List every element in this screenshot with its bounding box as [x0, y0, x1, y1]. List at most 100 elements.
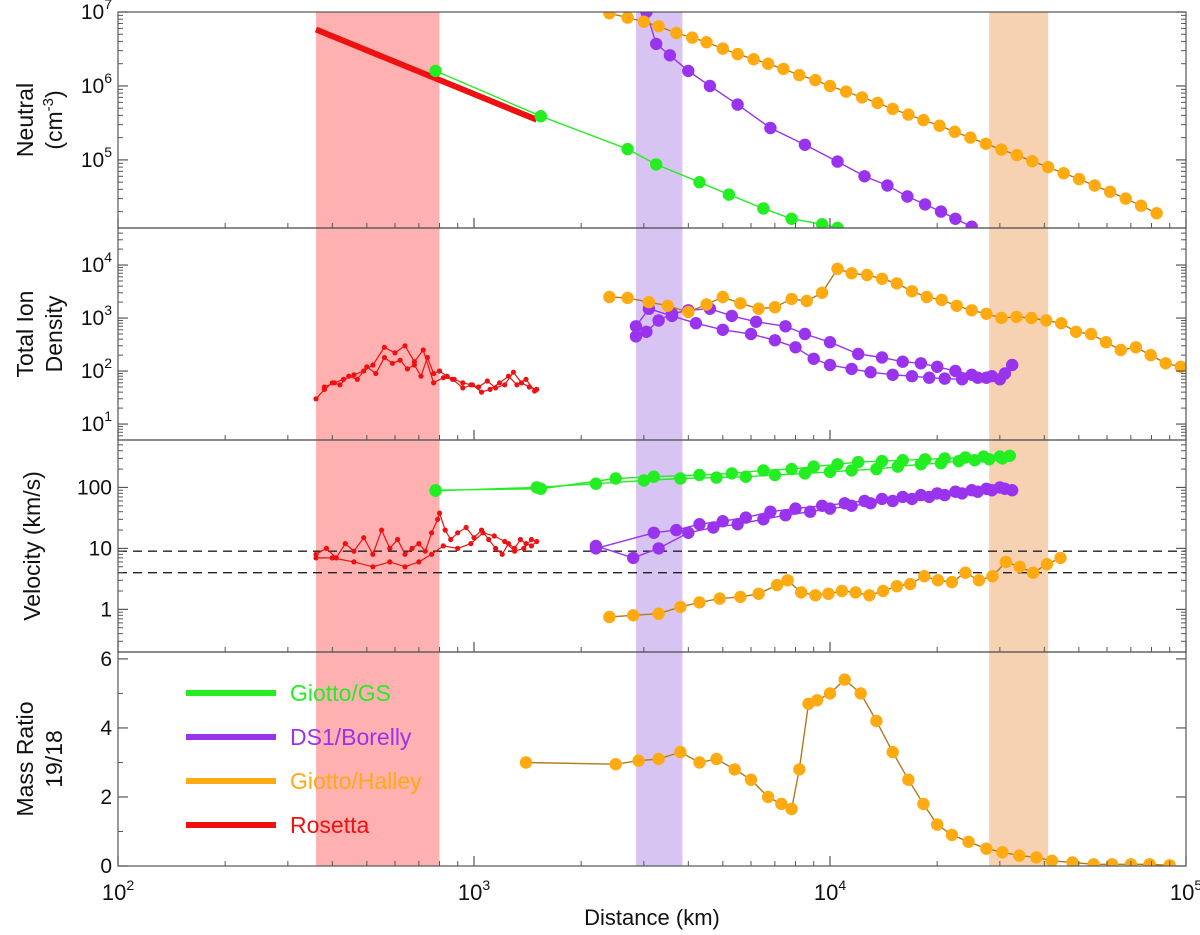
- mass-giotto-halley-point: [609, 758, 622, 771]
- velocity-rosetta-point: [448, 536, 454, 543]
- ion-rosetta-point: [476, 384, 482, 390]
- ion-rosetta-point: [337, 382, 343, 388]
- velocity-rosetta-point: [493, 545, 499, 552]
- ion-rosetta-point: [346, 373, 352, 379]
- neutral-giotto-gs-point: [650, 158, 663, 171]
- velocity-rosetta-point: [468, 541, 474, 547]
- ion-rosetta-point: [514, 382, 520, 388]
- neutral-ds1-borelly-point: [918, 198, 932, 211]
- neutral-giotto-gs-point: [429, 64, 442, 78]
- mass-giotto-halley-point: [761, 790, 775, 804]
- neutral-giotto-halley-point: [902, 108, 915, 121]
- ion-giotto-halley-point: [1010, 310, 1023, 324]
- velocity-giotto-gs-point: [934, 457, 948, 470]
- neutral-giotto-halley-point: [1026, 155, 1039, 168]
- velocity-rosetta-point: [528, 543, 535, 549]
- velocity-giotto-gs-point: [891, 460, 904, 473]
- neutral-giotto-gs-point: [534, 110, 547, 123]
- velocity-giotto-gs-point: [739, 470, 752, 483]
- ion-rosetta-point: [497, 380, 503, 386]
- velocity-giotto-gs-point: [429, 484, 442, 497]
- velocity-rosetta-point: [387, 545, 393, 552]
- ion-ds1-borelly-point: [852, 347, 865, 361]
- velocity-giotto-halley-point: [674, 600, 687, 614]
- velocity-rosetta-point: [379, 527, 385, 533]
- velocity-ds1-borelly-point: [985, 484, 999, 497]
- velocity-giotto-halley-point: [918, 570, 931, 583]
- velocity-ds1-borelly-point: [938, 488, 951, 502]
- borelly-region-band: [635, 12, 683, 866]
- velocity-ds1-borelly-point: [779, 509, 792, 522]
- velocity-rosetta-point: [534, 538, 540, 545]
- velocity-ds1-borelly-point: [905, 492, 919, 506]
- legend-label: DS1/Borelly: [290, 724, 412, 750]
- ion-rosetta-point: [381, 354, 387, 361]
- velocity-giotto-gs-point: [647, 470, 660, 483]
- ion-rosetta-point: [431, 370, 437, 377]
- mass-giotto-halley-point: [728, 763, 741, 776]
- velocity-giotto-halley-point: [904, 577, 917, 591]
- velocity-ds1-borelly-point: [627, 551, 640, 565]
- velocity-rosetta-point: [440, 543, 446, 549]
- ion-giotto-halley-point: [905, 285, 919, 298]
- velocity-rosetta-point: [435, 516, 441, 522]
- ion-rosetta-point: [370, 362, 376, 368]
- velocity-giotto-halley-point: [752, 587, 765, 600]
- ion-rosetta-point: [373, 370, 379, 377]
- velocity-giotto-halley-point: [770, 578, 784, 592]
- velocity-giotto-gs-point: [757, 464, 770, 477]
- ion-ds1-borelly-point: [689, 317, 703, 330]
- ion-rosetta-point: [397, 357, 403, 363]
- ion-y-tick-label: 103: [81, 302, 112, 330]
- ion-giotto-halley-point: [785, 292, 798, 306]
- velocity-rosetta-point: [370, 564, 376, 570]
- neutral-ds1-borelly-point: [798, 138, 812, 151]
- velocity-giotto-gs-point: [845, 464, 858, 477]
- ion-ds1-borelly-point: [629, 320, 643, 333]
- ion-giotto-halley-point: [875, 272, 889, 285]
- neutral-ds1-borelly-point: [703, 79, 717, 93]
- velocity-ylabel: Velocity (km/s): [19, 471, 45, 621]
- ion-rosetta-point: [351, 372, 357, 378]
- neutral-giotto-halley-point: [871, 96, 884, 110]
- velocity-giotto-gs-point: [785, 462, 798, 476]
- ion-rosetta-point: [420, 347, 426, 353]
- neutral-giotto-halley-point: [855, 91, 869, 104]
- velocity-giotto-gs-point: [609, 472, 622, 485]
- mass-giotto-halley-point: [1045, 854, 1059, 866]
- velocity-giotto-halley-point: [1040, 558, 1054, 571]
- velocity-ds1-borelly-point: [757, 513, 770, 526]
- velocity-giotto-halley-point: [822, 587, 835, 600]
- velocity-giotto-halley-point: [972, 574, 986, 587]
- neutral-giotto-gs-point: [785, 212, 798, 225]
- ion-rosetta-point: [449, 376, 456, 382]
- ion-ds1-borelly-point: [749, 315, 763, 328]
- velocity-rosetta-point: [416, 541, 422, 547]
- ion-y-tick-label: 102: [81, 355, 112, 383]
- velocity-ds1-borelly-point: [647, 526, 660, 539]
- ion-ds1-borelly-point: [845, 362, 858, 376]
- ion-rosetta-point: [493, 385, 499, 391]
- mass-giotto-halley-line: [525, 678, 1170, 866]
- x-tick-label: 105: [1170, 877, 1200, 905]
- ion-ds1-borelly-point: [823, 358, 837, 372]
- neutral-giotto-halley-point: [716, 42, 729, 55]
- velocity-y-tick-label: 10: [89, 537, 112, 560]
- mass-giotto-halley-point: [793, 763, 806, 776]
- velocity-rosetta-point: [442, 527, 448, 533]
- velocity-rosetta-point: [511, 548, 518, 554]
- mass-giotto-halley-point: [838, 673, 851, 686]
- velocity-rosetta-point: [436, 510, 443, 516]
- neutral-giotto-halley-point: [670, 26, 683, 40]
- velocity-giotto-halley-point: [781, 574, 794, 587]
- mass-series-group: [519, 673, 1176, 866]
- velocity-giotto-gs-point: [710, 471, 723, 484]
- mass-giotto-halley-point: [962, 835, 975, 848]
- mass-y-tick-label: 2: [100, 786, 112, 809]
- ion-giotto-halley-point: [831, 262, 844, 275]
- velocity-giotto-halley-point: [959, 566, 972, 579]
- neutral-y-tick-label: 106: [81, 70, 112, 98]
- ion-y-tick-label: 101: [81, 408, 112, 436]
- velocity-ds1-borelly-point: [789, 502, 802, 515]
- ion-ds1-borelly-point: [665, 309, 679, 323]
